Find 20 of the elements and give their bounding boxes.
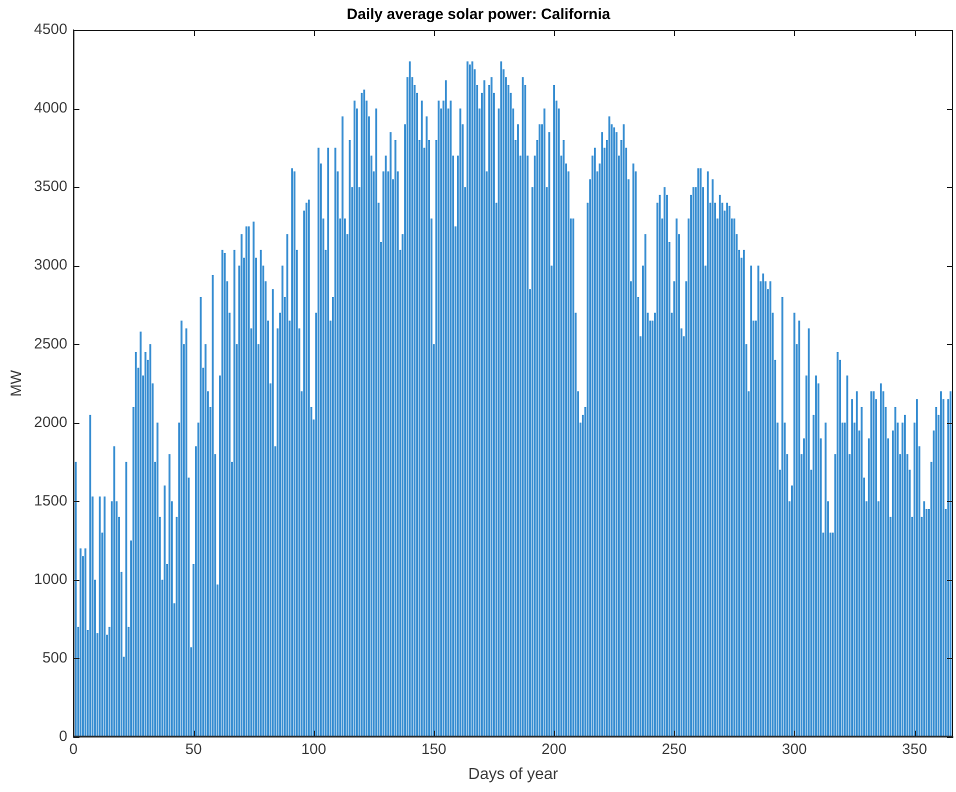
y-tick-label: 2500 [34,335,68,352]
x-tick-label: 250 [662,740,687,758]
y-tick-label: 4500 [34,21,68,38]
y-tick-label: 0 [59,728,68,745]
y-tick-label: 4000 [34,100,68,117]
y-tick-label: 500 [42,649,68,666]
x-tick-label: 100 [301,740,326,758]
y-tick-label: 1500 [34,492,68,510]
x-tick-label: 300 [782,740,807,758]
x-tick-label: 350 [902,740,928,758]
x-axis-title: Days of year [468,766,559,783]
y-tick-label: 3000 [34,256,68,274]
y-tick-label: 3500 [34,178,68,196]
y-axis-title: MW [8,369,26,397]
x-tick-label: 150 [421,740,446,758]
y-tick-label: 1000 [34,570,68,588]
y-tick-label: 2000 [34,414,68,431]
chart-title: Daily average solar power: California [346,6,611,24]
x-tick-label: 50 [185,740,202,758]
x-tick-label: 200 [542,740,567,758]
